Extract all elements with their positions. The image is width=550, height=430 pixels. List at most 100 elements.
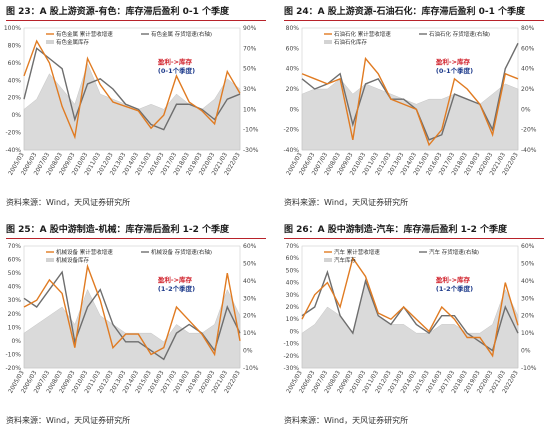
y-right-tick-label: -30% — [243, 147, 259, 154]
chart-panel-25: 图 25：A 股中游制造-机械：库存滞后盈利 1-2 个季度 -20% -10% 0… — [2, 218, 270, 428]
series-area-inventory — [23, 289, 241, 369]
y-right-tick-label: -10% — [243, 365, 259, 372]
series-line-revenue-growth — [301, 256, 519, 358]
y-left-tick-label: 40% — [286, 280, 300, 287]
y-left-tick-label: 100% — [4, 25, 21, 32]
panel-source: 资料来源：Wind，天风证券研究所 — [284, 198, 409, 207]
y-right-tick-label: 10% — [521, 330, 535, 337]
legend-label-revenue: 汽车 累计营收增速 — [334, 248, 380, 256]
y-left-tick-label: 70% — [286, 243, 300, 250]
chart-panel-24: 图 24：A 股上游资源-石油石化：库存滞后盈利 0-1 个季度 -40% -20… — [280, 0, 548, 210]
y-right-tick-label: 80% — [521, 25, 535, 32]
legend-label-inventory: 石油石化库存 — [334, 38, 368, 46]
y-right-tick-label: 60% — [521, 243, 535, 250]
y-right-tick-label: -20% — [521, 127, 537, 134]
series-line-revenue-growth — [23, 263, 241, 357]
y-left-tick-label: 40% — [286, 66, 300, 73]
y-right-tick-label: 10% — [243, 106, 257, 113]
legend-swatch-inventory — [324, 40, 332, 44]
y-right-tick-label: 50% — [521, 260, 535, 267]
series-line-inventory-growth — [23, 270, 241, 361]
legend-swatch-inventory — [324, 258, 332, 262]
legend-label-inventory: 机械设备库存 — [56, 256, 90, 264]
chart-svg: -40% -20% 0% 20% 40% 60% 80% 100% -30% -10% 10% 30%… — [4, 25, 259, 177]
y-right-tick-label: 40% — [243, 278, 257, 285]
chart-svg: -20% -10% 0% 10% 20% 30% 40% 50% 60% 70% -10% 0% 10%… — [5, 243, 259, 395]
y-right-tick-label: 30% — [521, 295, 535, 302]
y-right-tick-label: 0% — [243, 348, 253, 355]
y-left-tick-label: 10% — [8, 324, 22, 331]
y-right-tick-label: 60% — [521, 45, 535, 52]
y-right-tick-label: 50% — [243, 260, 257, 267]
legend-label-revenue: 石油石化 累计营收增速 — [334, 30, 391, 38]
y-left-tick-label: -40% — [283, 147, 299, 154]
y-right-tick-label: 30% — [243, 86, 257, 93]
chart-svg: -40% -20% 0% 20% 40% 60% 80% -40% -20% 0% 20% 40% 60… — [283, 25, 537, 177]
annotation-quarters: (1-2个季度) — [436, 284, 473, 293]
y-left-tick-label: 0% — [289, 328, 299, 335]
y-right-tick-label: 40% — [521, 66, 535, 73]
legend-label-revenue: 有色金属 累计营收增速 — [56, 30, 113, 38]
y-left-tick-label: 50% — [286, 267, 300, 274]
y-left-tick-label: 60% — [8, 257, 22, 264]
y-left-tick-label: 40% — [8, 77, 22, 84]
series-area-inventory — [301, 280, 519, 369]
legend-swatch-inventory — [46, 258, 54, 262]
panel-title: 图 26：A 股中游制造-汽车：库存滞后盈利 1-2 个季度 — [284, 222, 544, 239]
chart-panel-26: 图 26：A 股中游制造-汽车：库存滞后盈利 1-2 个季度 -30% -20% -… — [280, 218, 548, 428]
legend-label-inventory-growth: 汽车 存货增速(右轴) — [429, 248, 479, 256]
legend-label-inventory: 汽车库存 — [334, 256, 357, 264]
annotation-quarters: (1-2个季度) — [158, 284, 195, 293]
series-line-revenue-growth — [23, 39, 241, 140]
panel-source: 资料来源：Wind，天风证券研究所 — [284, 416, 409, 425]
annotation-lead-lag: 盈利->库存 — [157, 275, 193, 284]
y-left-tick-label: 0% — [11, 112, 21, 119]
panel-source: 资料来源：Wind，天风证券研究所 — [6, 198, 131, 207]
chart-panel-23: 图 23：A 股上游资源-有色：库存滞后盈利 0-1 个季度 -40% -20% 0… — [2, 0, 270, 210]
panel-title: 图 24：A 股上游资源-石油石化：库存滞后盈利 0-1 个季度 — [284, 4, 544, 21]
y-left-tick-label: 10% — [286, 316, 300, 323]
panel-source: 资料来源：Wind，天风证券研究所 — [6, 416, 131, 425]
y-left-tick-label: 60% — [286, 45, 300, 52]
legend-swatch-inventory — [46, 40, 54, 44]
annotation-lead-lag: 盈利->库存 — [435, 57, 471, 66]
y-right-tick-label: -10% — [521, 365, 537, 372]
y-left-tick-label: 60% — [8, 60, 22, 67]
y-right-tick-label: 60% — [243, 243, 257, 250]
y-left-tick-label: 50% — [8, 270, 22, 277]
y-left-tick-label: -20% — [5, 130, 21, 137]
y-left-tick-label: -10% — [5, 351, 21, 358]
y-left-tick-label: -10% — [283, 341, 299, 348]
y-right-tick-label: 10% — [243, 330, 257, 337]
chart-svg: -30% -20% -10% 0% 10% 20% 30% 40% 50% 60% 70% -10% 0… — [283, 243, 537, 395]
y-right-tick-label: 0% — [521, 106, 531, 113]
y-left-tick-label: 80% — [8, 42, 22, 49]
y-right-tick-label: 50% — [243, 66, 257, 73]
y-left-tick-label: 20% — [8, 311, 22, 318]
y-right-tick-label: 20% — [521, 313, 535, 320]
annotation-lead-lag: 盈利->库存 — [157, 57, 193, 66]
legend-label-inventory-growth: 有色金属 存货增速(右轴) — [151, 30, 212, 38]
y-left-tick-label: 20% — [286, 304, 300, 311]
series-line-revenue-growth — [301, 56, 519, 147]
y-right-tick-label: 40% — [521, 278, 535, 285]
y-left-tick-label: 40% — [8, 284, 22, 291]
panel-title: 图 23：A 股上游资源-有色：库存滞后盈利 0-1 个季度 — [6, 4, 266, 21]
y-right-tick-label: -40% — [521, 147, 537, 154]
y-left-tick-label: 30% — [286, 292, 300, 299]
y-right-tick-label: 0% — [521, 348, 531, 355]
y-right-tick-label: -10% — [243, 127, 259, 134]
y-right-tick-label: 20% — [521, 86, 535, 93]
y-right-tick-label: 70% — [243, 45, 257, 52]
y-left-tick-label: -20% — [5, 365, 21, 372]
y-left-tick-label: 20% — [286, 86, 300, 93]
y-left-tick-label: 60% — [286, 255, 300, 262]
legend-label-inventory-growth: 石油石化 存货增速(右轴) — [429, 30, 490, 38]
y-left-tick-label: 80% — [286, 25, 300, 32]
annotation-quarters: (0-1个季度) — [436, 66, 473, 75]
legend-label-revenue: 机械设备 累计营收增速 — [56, 248, 113, 256]
y-left-tick-label: -20% — [283, 127, 299, 134]
y-left-tick-label: 20% — [8, 95, 22, 102]
series-line-inventory-growth — [23, 47, 241, 131]
legend-label-inventory: 有色金属库存 — [56, 38, 90, 46]
